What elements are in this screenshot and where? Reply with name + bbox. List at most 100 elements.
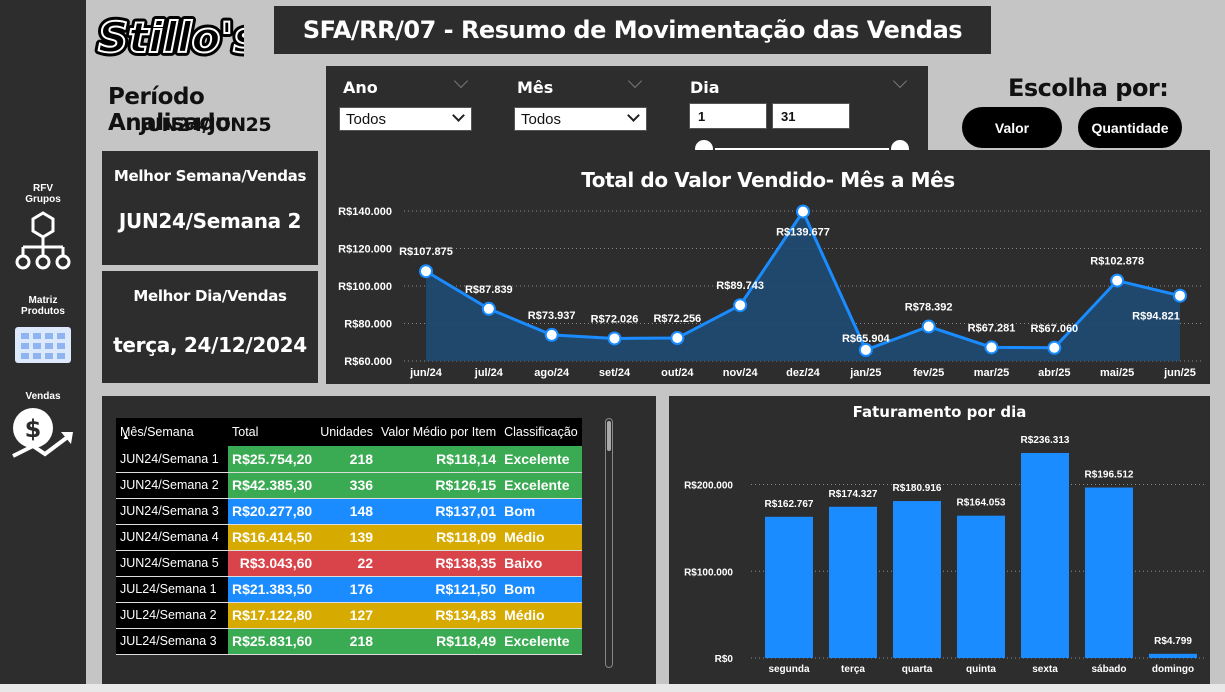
x-tick-label: segunda [768,664,810,675]
daily-chart-panel: Faturamento por dia R$0 R$100.000 R$200.00… [669,396,1210,684]
table-header-row: Mês/Semana ▲ Total Unidades Valor Médio p… [116,418,582,446]
sort-asc-icon: ▲ [122,432,130,441]
dia-to-input[interactable]: 31 [772,103,850,129]
bar[interactable] [765,516,813,658]
table-cell-class: Excelente [500,472,582,499]
table-cell-total: R$21.383,50 [228,576,317,603]
nav-vendas[interactable]: Vendas $ [0,391,86,462]
table-scrollbar[interactable] [605,418,613,668]
dia-slider-track[interactable] [704,148,900,151]
x-tick-label: jun/24 [409,367,443,379]
bar[interactable] [1085,487,1133,658]
melhor-semana-card: Melhor Semana/Vendas JUN24/Semana 2 [102,151,318,265]
logo-text-outline: Stillo's [98,13,244,60]
table-cell-period: JUN24/Semana 4 [116,524,228,551]
data-point[interactable] [607,331,622,346]
x-tick-label: jan/25 [849,367,881,379]
mes-select[interactable]: Todos [514,107,647,131]
table-cell-class: Baixo [500,550,582,577]
nav-matriz-label-2: Produtos [21,306,65,317]
data-label: R$162.767 [765,499,814,510]
col-total[interactable]: Total [228,418,317,446]
series-area [426,211,1180,361]
ano-dropdown-icon [452,109,465,122]
x-tick-label: set/24 [599,367,631,379]
table-row[interactable]: JUN24/Semana 5 R$3.043,60 22 R$138,35 Baixo [116,550,582,577]
valor-button[interactable]: Valor [962,107,1062,148]
y-tick-label: R$0 [715,654,734,665]
data-point[interactable] [921,319,936,334]
weekly-table-viewport: Mês/Semana ▲ Total Unidades Valor Médio p… [116,418,598,678]
data-label: R$87.839 [465,284,513,296]
quantidade-button[interactable]: Quantidade [1078,107,1182,148]
y-tick-label: R$100.000 [684,567,733,578]
table-row[interactable]: JUN24/Semana 2 R$42.385,30 336 R$126,15 Exce… [116,472,582,499]
data-point[interactable] [419,264,433,279]
nav-vendas-label: Vendas [25,391,61,402]
bar[interactable] [829,506,877,658]
data-point[interactable] [1173,288,1187,303]
table-cell-total: R$17.122,80 [228,602,317,629]
table-row[interactable]: JUL24/Semana 1 R$21.383,50 176 R$121,50 Bom [116,576,582,603]
data-point[interactable] [796,204,810,219]
table-scrollbar-thumb[interactable] [607,421,611,451]
table-cell-total: R$3.043,60 [228,550,317,577]
col-mes-semana[interactable]: Mês/Semana ▲ [116,418,228,446]
nav-rfv-label-2: Grupos [25,194,61,205]
nav-rfv-grupos[interactable]: RFV Grupos [0,183,86,271]
table-cell-period: JUL24/Semana 2 [116,602,228,629]
svg-text:$: $ [25,415,42,443]
data-label: R$139.677 [776,227,830,239]
table-cell-avg: R$118,14 [377,446,501,473]
stillos-logo: Stillo's Stillo's [94,9,244,60]
data-point[interactable] [544,327,559,342]
monthly-chart-panel: Total do Valor Vendido- Mês a Mês R$60.0… [326,150,1210,384]
table-row[interactable]: JUN24/Semana 1 R$25.754,20 218 R$118,14 Exce… [116,446,582,473]
nav-matriz-produtos[interactable]: Matriz Produtos [0,295,86,367]
x-tick-label: quarta [902,664,933,675]
bar[interactable] [893,501,941,658]
table-cell-units: 127 [316,602,378,629]
data-label: R$107.875 [399,246,453,258]
table-row[interactable]: JUL24/Semana 2 R$17.122,80 127 R$134,83 Médi… [116,602,582,629]
money-growth-icon: $ [12,408,73,458]
table-row[interactable]: JUN24/Semana 4 R$16.414,50 139 R$118,09 Médi… [116,524,582,551]
col-valor-medio[interactable]: Valor Médio por Item [377,418,501,446]
ano-select[interactable]: Todos [339,107,472,131]
data-point[interactable] [858,342,873,357]
data-point[interactable] [984,340,999,355]
x-tick-label: fev/25 [913,367,944,379]
bar[interactable] [957,515,1005,658]
melhor-semana-title: Melhor Semana/Vendas [113,167,307,185]
page-title: SFA/RR/07 - Resumo de Movimentação das V… [274,6,991,54]
col-classificacao[interactable]: Classificação [500,418,582,446]
x-tick-label: jun/25 [1163,367,1196,379]
bar[interactable] [1149,653,1197,658]
table-cell-total: R$20.277,80 [228,498,317,525]
data-point[interactable] [670,331,685,346]
data-point[interactable] [1047,340,1062,355]
bar[interactable] [1021,453,1069,658]
mes-select-value: Todos [521,111,562,128]
dia-from-input[interactable]: 1 [689,103,767,129]
data-label: R$102.878 [1090,256,1144,268]
y-tick-label: R$60.000 [344,356,392,368]
x-tick-label: ago/24 [534,367,570,379]
table-cell-avg: R$118,09 [377,524,501,551]
table-row[interactable]: JUL24/Semana 3 R$25.831,60 218 R$118,49 Exce… [116,628,582,655]
table-cell-period: JUN24/Semana 5 [116,550,228,577]
periodo-title: Período Analisado [108,84,231,136]
data-point[interactable] [733,298,748,313]
table-cell-total: R$42.385,30 [228,472,317,499]
data-point[interactable] [481,301,496,316]
table-row[interactable]: JUN24/Semana 3 R$20.277,80 148 R$137,01 Bom [116,498,582,525]
col-unidades[interactable]: Unidades [316,418,378,446]
x-tick-label: terça [841,664,865,675]
y-tick-label: R$100.000 [338,281,392,293]
data-label: R$89.743 [716,280,764,292]
data-point[interactable] [1110,273,1125,288]
x-tick-label: dez/24 [786,367,821,379]
escolha-title: Escolha por: [1008,74,1169,102]
table-cell-period: JUN24/Semana 3 [116,498,228,525]
data-label: R$67.281 [968,322,1016,334]
